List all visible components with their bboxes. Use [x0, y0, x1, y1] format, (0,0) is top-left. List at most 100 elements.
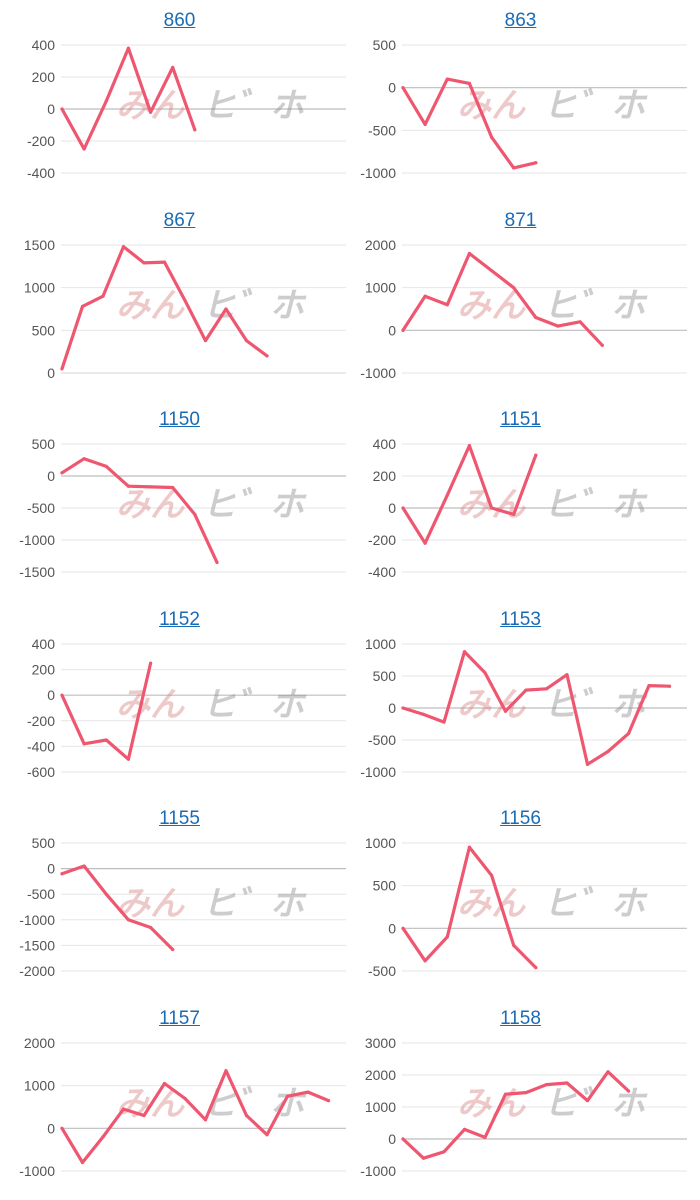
data-point — [489, 873, 494, 878]
y-tick-label: -500 — [27, 886, 55, 902]
watermark-mark-right: ヒ゛ホ — [202, 86, 307, 126]
chart-panel: 1150 500 0 -500 -1000 -1500 みん ヒ゛ホ — [9, 399, 350, 599]
data-point — [265, 353, 269, 358]
watermark-mark-left: みん — [457, 1084, 526, 1124]
y-tick-label: 2000 — [24, 1035, 55, 1051]
line-chart: 3000 2000 1000 0 -1000 みん ヒ゛ホ — [360, 1035, 687, 1179]
y-tick-label: -1000 — [360, 764, 396, 780]
data-point — [442, 719, 446, 724]
y-tick-label: -500 — [27, 500, 55, 516]
data-point — [126, 46, 131, 50]
chart-panel: 1158 3000 2000 1000 0 -1000 みん ヒ゛ホ — [350, 998, 691, 1198]
data-point — [224, 1068, 228, 1072]
y-tick-label: 0 — [47, 1120, 55, 1136]
watermark-mark-left: みん — [457, 685, 526, 725]
y-tick-label: 2000 — [365, 237, 396, 253]
y-tick-label: -400 — [368, 564, 396, 580]
series-line — [60, 864, 175, 952]
chart-title-link[interactable]: 1156 — [500, 808, 541, 829]
line-chart: 400 200 0 -200 -400 みん ヒ゛ホ — [368, 436, 687, 580]
chart-title-link[interactable]: 867 — [163, 209, 196, 231]
y-tick-label: -500 — [368, 122, 396, 138]
y-tick-label: -500 — [368, 963, 396, 979]
y-tick-label: 0 — [388, 80, 396, 96]
y-tick-label: 500 — [32, 436, 56, 452]
y-tick-label: -200 — [27, 133, 55, 149]
line-chart: 500 0 -500 -1000 -1500 みん ヒ゛ホ — [19, 436, 346, 580]
line-chart: 1000 500 0 -500 みん ヒ゛ホ — [365, 835, 687, 979]
series-line — [401, 1069, 631, 1160]
y-tick-label: 200 — [373, 468, 397, 484]
data-point — [82, 741, 86, 745]
watermark-mark-left: みん — [116, 286, 185, 326]
data-point — [60, 366, 64, 370]
chart-panel: 1153 1000 500 0 -500 -1000 みん ヒ゛ホ — [350, 599, 691, 799]
chart-panel: 1155 500 0 -500 -1000 -1500 -2000 みん ヒ゛ホ — [9, 798, 350, 998]
data-point — [104, 892, 108, 896]
y-tick-label: 0 — [47, 468, 55, 484]
data-point — [285, 1094, 290, 1098]
chart-title-link[interactable]: 1152 — [159, 608, 200, 630]
chart-title-link[interactable]: 871 — [504, 209, 537, 231]
chart-title-link[interactable]: 1153 — [500, 608, 541, 630]
data-point — [489, 268, 494, 272]
watermark-mark-left: みん — [457, 286, 526, 326]
data-point — [244, 338, 249, 342]
watermark-mark-right: ヒ゛ホ — [543, 86, 648, 126]
data-point — [60, 471, 64, 475]
y-tick-label: 400 — [32, 37, 56, 53]
data-point — [421, 1156, 426, 1160]
watermark-mark-left: みん — [457, 884, 526, 924]
data-point — [401, 705, 405, 710]
data-point — [126, 484, 131, 488]
watermark-mark-right: ヒ゛ホ — [543, 884, 648, 924]
data-point — [215, 560, 219, 564]
data-point — [126, 757, 131, 761]
y-tick-label: 0 — [47, 101, 55, 117]
data-point — [171, 65, 175, 69]
data-point — [512, 285, 516, 289]
data-point — [148, 110, 153, 114]
chart-title-link[interactable]: 1151 — [500, 409, 541, 430]
data-point — [80, 304, 85, 308]
chart-title-link[interactable]: 1155 — [159, 808, 200, 829]
watermark-mark-right: ヒ゛ホ — [543, 286, 648, 326]
data-point — [82, 864, 86, 868]
y-tick-label: 1000 — [365, 279, 396, 295]
watermark-mark-right: ヒ゛ホ — [202, 485, 307, 525]
data-point — [524, 1090, 528, 1094]
data-point — [606, 1069, 610, 1073]
chart-title-link[interactable]: 863 — [504, 10, 537, 31]
y-tick-label: -1000 — [360, 365, 396, 381]
data-point — [60, 693, 64, 697]
chart-title-link[interactable]: 1158 — [500, 1007, 541, 1029]
chart-panel: 1152 400 200 0 -200 -400 -600 みん ヒ゛ホ — [9, 599, 350, 799]
series-line — [60, 1068, 331, 1164]
line-chart: 1500 1000 500 0 みん ヒ゛ホ — [24, 237, 346, 381]
data-point — [534, 965, 538, 970]
data-point — [193, 128, 197, 132]
y-tick-label: 0 — [47, 861, 55, 877]
chart-title-link[interactable]: 1150 — [159, 409, 200, 430]
watermark-logo: みん ヒ゛ホ — [457, 884, 648, 924]
data-point — [524, 687, 528, 692]
data-point — [600, 343, 604, 347]
watermark-mark-right: ヒ゛ホ — [202, 884, 307, 924]
y-tick-label: 1000 — [365, 1099, 396, 1115]
data-point — [544, 1082, 549, 1086]
watermark-logo: みん ヒ゛ホ — [116, 286, 307, 326]
y-tick-label: -1000 — [19, 532, 55, 548]
watermark-mark-right: ヒ゛ホ — [543, 685, 648, 725]
watermark-mark-left: みん — [116, 86, 185, 126]
watermark-mark-left: みん — [116, 485, 185, 525]
chart-title-link[interactable]: 860 — [163, 10, 196, 31]
data-point — [421, 712, 426, 716]
data-point — [60, 1126, 64, 1130]
data-point — [647, 683, 651, 687]
data-point — [544, 686, 549, 690]
data-point — [585, 762, 590, 766]
data-point — [101, 1134, 105, 1138]
y-tick-label: 1000 — [365, 835, 396, 851]
chart-title-link[interactable]: 1157 — [159, 1007, 200, 1029]
chart-panel: 871 2000 1000 0 -1000 みん ヒ゛ホ — [350, 200, 691, 400]
